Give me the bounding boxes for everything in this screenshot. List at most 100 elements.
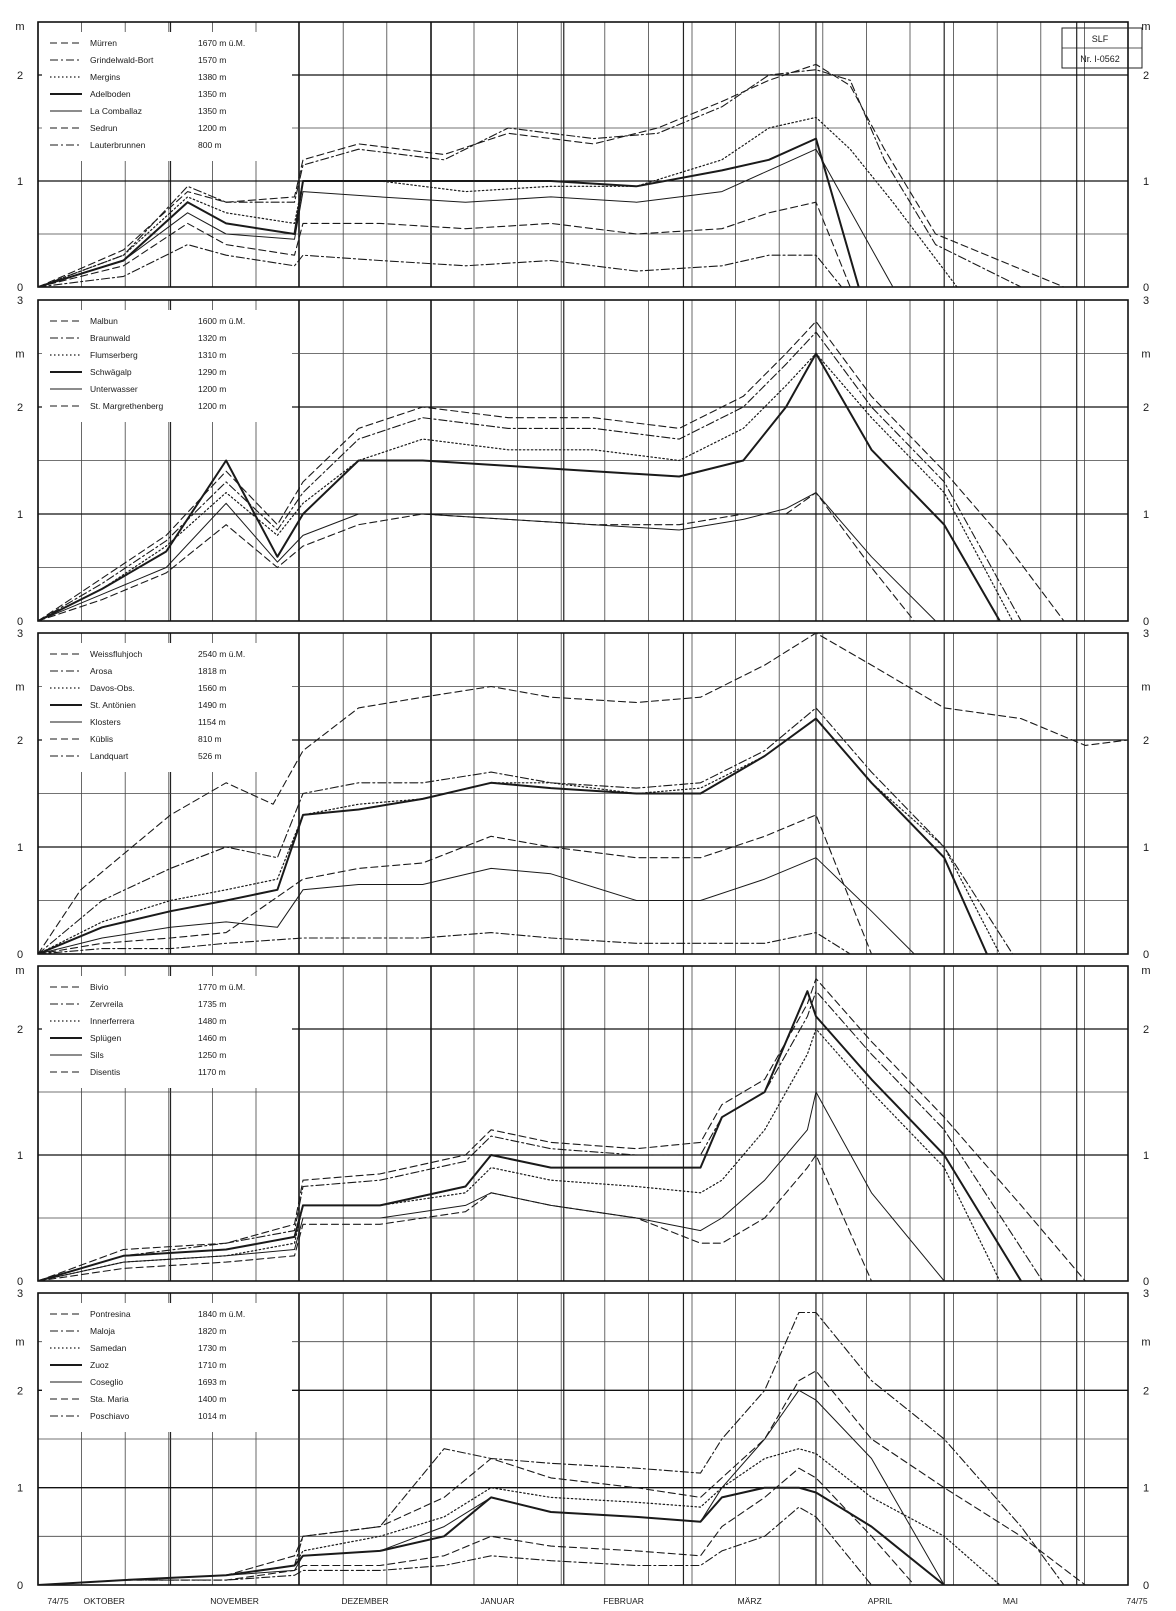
y-unit-label-left: m xyxy=(15,349,24,361)
legend-station-elevation: 1380 m xyxy=(198,72,226,82)
legend-station-name: Flumserberg xyxy=(90,350,138,360)
y-unit-label-left: m xyxy=(15,1337,24,1349)
legend-station-elevation: 1693 m xyxy=(198,1377,226,1387)
series-line-sils xyxy=(38,1091,945,1281)
series-line-sedrun xyxy=(38,201,851,287)
legend-station-name: Zuoz xyxy=(90,1360,109,1370)
series-line-la-comballaz xyxy=(38,148,894,287)
series-line-klosters xyxy=(38,857,915,954)
series-line-coseglio xyxy=(38,1389,945,1585)
series-line-mergins xyxy=(38,116,958,287)
legend-station-elevation: 1600 m ü.M. xyxy=(198,316,245,326)
series-line-k-blis xyxy=(38,814,873,954)
month-axis: 74/75 74/75 OKTOBER NOVEMBER DEZEMBER JANUA… xyxy=(47,1596,1148,1606)
legend-station-elevation: 1710 m xyxy=(198,1360,226,1370)
y-unit-label-right: m xyxy=(1141,682,1150,694)
legend-station-elevation: 1290 m xyxy=(198,367,226,377)
y-tick-label-left: 1 xyxy=(17,176,23,188)
month-label: MAI xyxy=(1003,1596,1018,1606)
y-tick-label-left: 2 xyxy=(17,735,23,747)
legend-station-name: Weissfluhjoch xyxy=(90,649,143,659)
panel-frame xyxy=(37,632,1129,955)
legend-station-elevation: 1560 m xyxy=(198,683,226,693)
legend-station-elevation: 1490 m xyxy=(198,700,226,710)
legend-station-elevation: 1570 m xyxy=(198,55,226,65)
legend-background xyxy=(42,976,292,1088)
panel-frame xyxy=(37,1292,1129,1586)
series-line-braunwald xyxy=(38,331,1022,621)
y-tick-label-right: 0 xyxy=(1143,949,1149,961)
legend-station-name: Adelboden xyxy=(90,89,131,99)
y-tick-label-right: 0 xyxy=(1143,1276,1149,1288)
legend-station-elevation: 1200 m xyxy=(198,401,226,411)
y-tick-label-right: 1 xyxy=(1143,176,1149,188)
legend-station-name: Klosters xyxy=(90,717,121,727)
season-label-left: 74/75 xyxy=(47,1596,69,1606)
legend-station-name: Sta. Maria xyxy=(90,1394,129,1404)
y-tick-label-left: 2 xyxy=(17,1024,23,1036)
legend-station-elevation: 1200 m xyxy=(198,123,226,133)
legend-background xyxy=(42,32,292,161)
legend-station-elevation: 1735 m xyxy=(198,999,226,1009)
y-tick-label-right: 3 xyxy=(1143,1288,1149,1300)
legend-station-name: Coseglio xyxy=(90,1377,123,1387)
legend-background xyxy=(42,643,292,772)
chart-panel-1: 0 0 1 1 2 2 m m Mürren 1670 m ü.M. Grindelwald-Bor… xyxy=(15,21,1150,294)
series-line-arosa xyxy=(38,707,1014,954)
y-tick-label-right: 1 xyxy=(1143,842,1149,854)
legend-station-elevation: 1818 m xyxy=(198,666,226,676)
legend-station-name: Malbun xyxy=(90,316,118,326)
legend-station-elevation: 1320 m xyxy=(198,333,226,343)
y-unit-label-left: m xyxy=(15,682,24,694)
legend-station-elevation: 1400 m xyxy=(198,1394,226,1404)
legend-station-elevation: 526 m xyxy=(198,751,222,761)
y-tick-label-right: 3 xyxy=(1143,295,1149,307)
legend-station-elevation: 1350 m xyxy=(198,89,226,99)
series-line-st-ant-nien xyxy=(38,717,988,954)
legend-station-name: Innerferrera xyxy=(90,1016,135,1026)
y-tick-label-right: 3 xyxy=(1143,628,1149,640)
y-tick-label-right: 0 xyxy=(1143,616,1149,628)
legend-station-name: Splügen xyxy=(90,1033,121,1043)
y-tick-label-right: 0 xyxy=(1143,1580,1149,1592)
y-tick-label-left: 3 xyxy=(17,1288,23,1300)
legend-station-name: Samedan xyxy=(90,1343,127,1353)
y-tick-label-left: 2 xyxy=(17,1385,23,1397)
y-tick-label-left: 1 xyxy=(17,509,23,521)
legend-station-name: Braunwald xyxy=(90,333,130,343)
y-tick-label-left: 1 xyxy=(17,842,23,854)
series-line-sta-maria xyxy=(38,1467,915,1585)
legend-station-name: St. Margrethenberg xyxy=(90,401,164,411)
y-tick-label-left: 3 xyxy=(17,628,23,640)
y-tick-label-left: 0 xyxy=(17,282,23,294)
legend-station-name: Mergins xyxy=(90,72,120,82)
y-tick-label-right: 2 xyxy=(1143,402,1149,414)
legend-station-name: Bivio xyxy=(90,982,109,992)
series-line-innerferrera xyxy=(38,1028,1001,1281)
y-unit-label-left: m xyxy=(15,21,24,33)
y-tick-label-left: 0 xyxy=(17,1580,23,1592)
y-unit-label-left: m xyxy=(15,965,24,977)
y-tick-label-left: 3 xyxy=(17,295,23,307)
legend-station-name: La Comballaz xyxy=(90,106,142,116)
month-label: MÄRZ xyxy=(738,1596,762,1606)
legend-station-name: Pontresina xyxy=(90,1309,131,1319)
panel-frame xyxy=(37,965,1129,1282)
y-tick-label-left: 1 xyxy=(17,1483,23,1495)
y-tick-label-right: 1 xyxy=(1143,1483,1149,1495)
legend-station-elevation: 1460 m xyxy=(198,1033,226,1043)
series-line-grindelwald-bort xyxy=(38,69,1022,287)
stamp-bottom: Nr. I-0562 xyxy=(1080,54,1120,64)
y-tick-label-left: 2 xyxy=(17,70,23,82)
legend-station-elevation: 1480 m xyxy=(198,1016,226,1026)
chart-panel-4: 0 0 1 1 2 2 m m Bivio 1770 m ü.M. Zervreila 1735 m I… xyxy=(15,965,1150,1288)
legend-station-name: Landquart xyxy=(90,751,129,761)
panel-frame xyxy=(37,21,1129,288)
y-tick-label-right: 2 xyxy=(1143,1024,1149,1036)
legend-station-name: Maloja xyxy=(90,1326,115,1336)
legend-background xyxy=(42,310,292,422)
legend-station-name: Disentis xyxy=(90,1067,120,1077)
y-tick-label-right: 1 xyxy=(1143,509,1149,521)
legend-station-elevation: 1200 m xyxy=(198,384,226,394)
month-label: OKTOBER xyxy=(84,1596,125,1606)
